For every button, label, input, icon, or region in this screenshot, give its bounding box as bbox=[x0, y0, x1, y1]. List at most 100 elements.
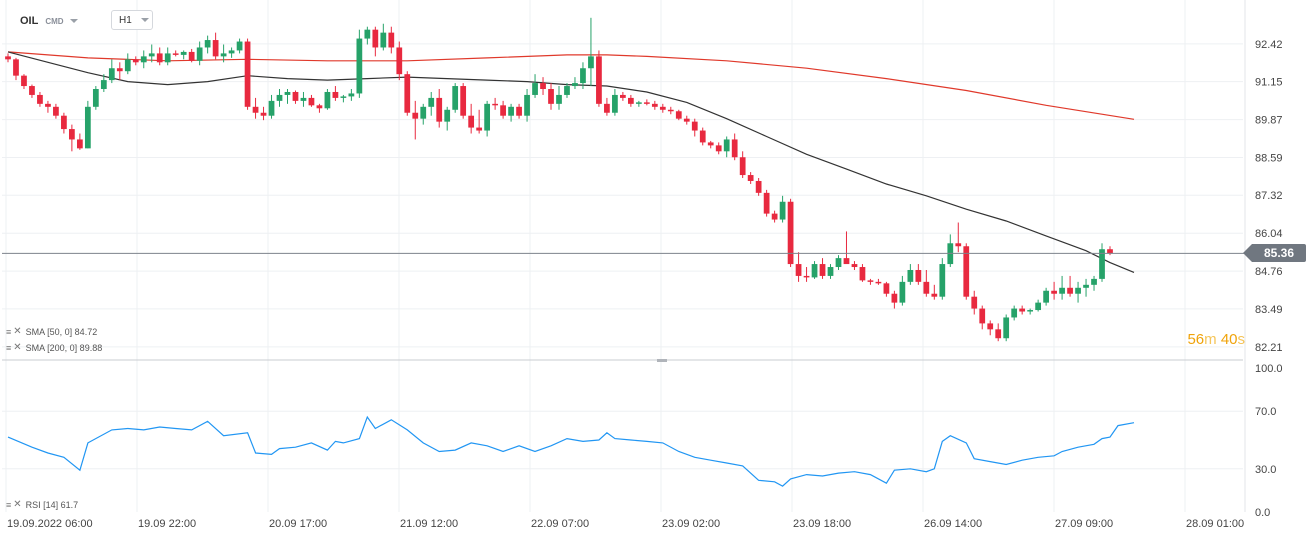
candle[interactable] bbox=[540, 83, 546, 90]
candle[interactable] bbox=[643, 102, 650, 104]
candle[interactable] bbox=[723, 139, 730, 152]
candle[interactable] bbox=[260, 112, 267, 116]
candle[interactable] bbox=[875, 281, 882, 284]
candle[interactable] bbox=[979, 308, 986, 324]
candle[interactable] bbox=[1107, 249, 1113, 254]
timeframe-select[interactable]: H1 bbox=[111, 10, 153, 30]
candle[interactable] bbox=[891, 293, 898, 303]
candle[interactable] bbox=[372, 29, 379, 48]
candle[interactable] bbox=[675, 111, 682, 119]
candle[interactable] bbox=[755, 180, 762, 193]
candle[interactable] bbox=[939, 264, 946, 297]
candle[interactable] bbox=[899, 281, 906, 303]
candle[interactable] bbox=[340, 96, 347, 98]
candle[interactable] bbox=[324, 91, 331, 109]
candle[interactable] bbox=[516, 106, 522, 116]
candle[interactable] bbox=[955, 243, 962, 247]
candle[interactable] bbox=[1067, 287, 1073, 294]
candle[interactable] bbox=[612, 94, 618, 113]
candle[interactable] bbox=[284, 91, 291, 95]
candle[interactable] bbox=[635, 102, 642, 104]
close-icon[interactable]: ✕ bbox=[13, 342, 22, 353]
candle[interactable] bbox=[683, 118, 690, 122]
candle[interactable] bbox=[460, 86, 467, 116]
candle[interactable] bbox=[308, 97, 315, 106]
candle[interactable] bbox=[172, 53, 179, 55]
candle[interactable] bbox=[452, 86, 459, 110]
candle[interactable] bbox=[356, 38, 363, 94]
candle[interactable] bbox=[316, 105, 323, 109]
candle[interactable] bbox=[212, 40, 219, 57]
pane-resize-handle[interactable] bbox=[657, 359, 667, 362]
candle[interactable] bbox=[691, 121, 698, 131]
candle[interactable] bbox=[556, 94, 562, 104]
candle[interactable] bbox=[508, 106, 514, 116]
candle[interactable] bbox=[524, 94, 530, 116]
candle[interactable] bbox=[108, 68, 115, 81]
candle[interactable] bbox=[236, 41, 243, 51]
candle[interactable] bbox=[931, 293, 938, 297]
candle[interactable] bbox=[923, 281, 930, 294]
candle[interactable] bbox=[588, 56, 594, 69]
candle[interactable] bbox=[659, 106, 666, 110]
candle[interactable] bbox=[156, 53, 163, 63]
candle[interactable] bbox=[779, 201, 786, 220]
symbol-dropdown-icon[interactable] bbox=[69, 19, 78, 23]
candle[interactable] bbox=[971, 296, 978, 309]
candle[interactable] bbox=[388, 32, 395, 48]
candle[interactable] bbox=[907, 269, 914, 282]
candle[interactable] bbox=[1003, 317, 1010, 339]
candle[interactable] bbox=[763, 192, 770, 214]
candle[interactable] bbox=[69, 129, 75, 140]
candle[interactable] bbox=[572, 83, 578, 87]
candle[interactable] bbox=[124, 59, 131, 72]
candle[interactable] bbox=[715, 145, 722, 152]
candle[interactable] bbox=[819, 264, 826, 276]
candle[interactable] bbox=[37, 94, 43, 104]
candle[interactable] bbox=[915, 269, 922, 282]
settings-lines-icon[interactable]: ≡ bbox=[6, 342, 12, 353]
candle[interactable] bbox=[292, 91, 299, 101]
candle[interactable] bbox=[532, 83, 538, 95]
candle[interactable] bbox=[380, 32, 387, 48]
candle[interactable] bbox=[1083, 284, 1089, 288]
candle[interactable] bbox=[771, 213, 778, 220]
candle[interactable] bbox=[787, 201, 794, 265]
candle[interactable] bbox=[667, 109, 674, 112]
candle[interactable] bbox=[164, 53, 171, 63]
candle[interactable] bbox=[45, 103, 51, 107]
candle[interactable] bbox=[1059, 287, 1065, 294]
candle[interactable] bbox=[548, 89, 554, 104]
candle[interactable] bbox=[851, 264, 858, 268]
candle[interactable] bbox=[1075, 287, 1081, 294]
candle[interactable] bbox=[180, 51, 187, 55]
candle[interactable] bbox=[420, 106, 427, 119]
candle[interactable] bbox=[1027, 310, 1034, 312]
candle[interactable] bbox=[500, 105, 506, 116]
candle[interactable] bbox=[987, 323, 994, 330]
candle[interactable] bbox=[132, 59, 139, 63]
candle[interactable] bbox=[699, 130, 706, 143]
candle[interactable] bbox=[580, 68, 586, 84]
candle[interactable] bbox=[21, 75, 27, 87]
candle[interactable] bbox=[116, 68, 123, 72]
settings-lines-icon[interactable]: ≡ bbox=[6, 326, 12, 337]
candle[interactable] bbox=[188, 51, 195, 61]
candle[interactable] bbox=[92, 89, 99, 107]
candle[interactable] bbox=[1019, 308, 1026, 312]
candle[interactable] bbox=[428, 97, 435, 107]
candle[interactable] bbox=[148, 53, 155, 57]
candle[interactable] bbox=[627, 97, 634, 104]
candle[interactable] bbox=[620, 94, 626, 98]
candle[interactable] bbox=[268, 100, 275, 116]
candle[interactable] bbox=[827, 267, 834, 276]
candle[interactable] bbox=[859, 267, 866, 281]
candle[interactable] bbox=[995, 329, 1002, 339]
candle[interactable] bbox=[348, 93, 355, 97]
candle[interactable] bbox=[332, 91, 339, 98]
candle[interactable] bbox=[468, 115, 475, 128]
candle[interactable] bbox=[220, 53, 227, 57]
close-icon[interactable]: ✕ bbox=[13, 499, 22, 510]
candle[interactable] bbox=[396, 47, 403, 75]
candle[interactable] bbox=[84, 106, 91, 149]
